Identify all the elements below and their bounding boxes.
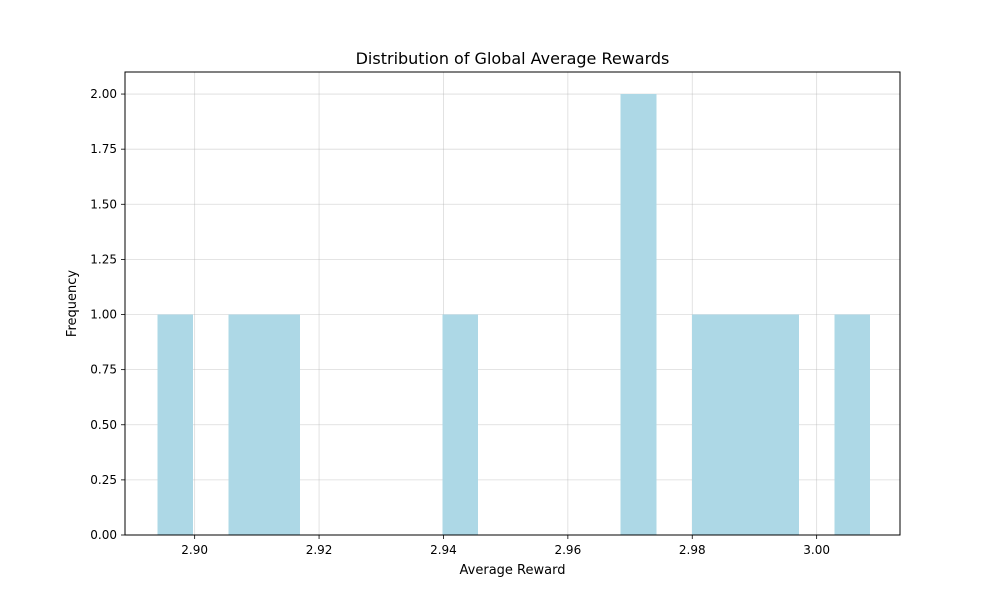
histogram-bar-8 [442, 314, 479, 535]
y-tick-label-5: 1.25 [90, 252, 117, 266]
x-tick-label-2: 2.94 [430, 543, 457, 557]
y-tick-label-7: 1.75 [90, 142, 117, 156]
histogram-bar-3 [264, 314, 300, 535]
histogram-bar-2 [228, 314, 265, 535]
x-tick-label-3: 2.96 [554, 543, 581, 557]
y-tick-label-6: 1.50 [90, 197, 117, 211]
y-tick-label-4: 1.00 [90, 308, 117, 322]
y-tick-label-2: 0.50 [90, 418, 117, 432]
histogram-bar-13 [620, 94, 657, 536]
plot-area-frame [124, 71, 901, 536]
histogram-bar-19 [834, 314, 871, 535]
x-tick-label-4: 2.98 [679, 543, 706, 557]
y-tick-label-0: 0.00 [90, 528, 117, 542]
x-tick-label-1: 2.92 [306, 543, 333, 557]
x-tick-label-0: 2.90 [181, 543, 208, 557]
histogram-bars [157, 94, 871, 536]
x-axis-label: Average Reward [460, 563, 566, 578]
histogram-bar-0 [157, 314, 193, 535]
y-axis-ticks: 0.00 0.25 0.50 0.75 1.00 1.25 1.50 1.75 2.00 [90, 87, 125, 542]
y-tick-label-1: 0.25 [90, 473, 117, 487]
histogram-bar-15 [691, 314, 728, 535]
histogram-bar-16 [727, 314, 764, 535]
chart-title: Distribution of Global Average Rewards [356, 49, 670, 68]
histogram-bar-17 [763, 314, 799, 535]
y-axis-label: Frequency [65, 270, 80, 337]
y-tick-label-3: 0.75 [90, 363, 117, 377]
x-tick-label-5: 3.00 [803, 543, 830, 557]
y-tick-label-8: 2.00 [90, 87, 117, 101]
x-axis-ticks: 2.90 2.92 2.94 2.96 2.98 3.00 [181, 535, 830, 557]
